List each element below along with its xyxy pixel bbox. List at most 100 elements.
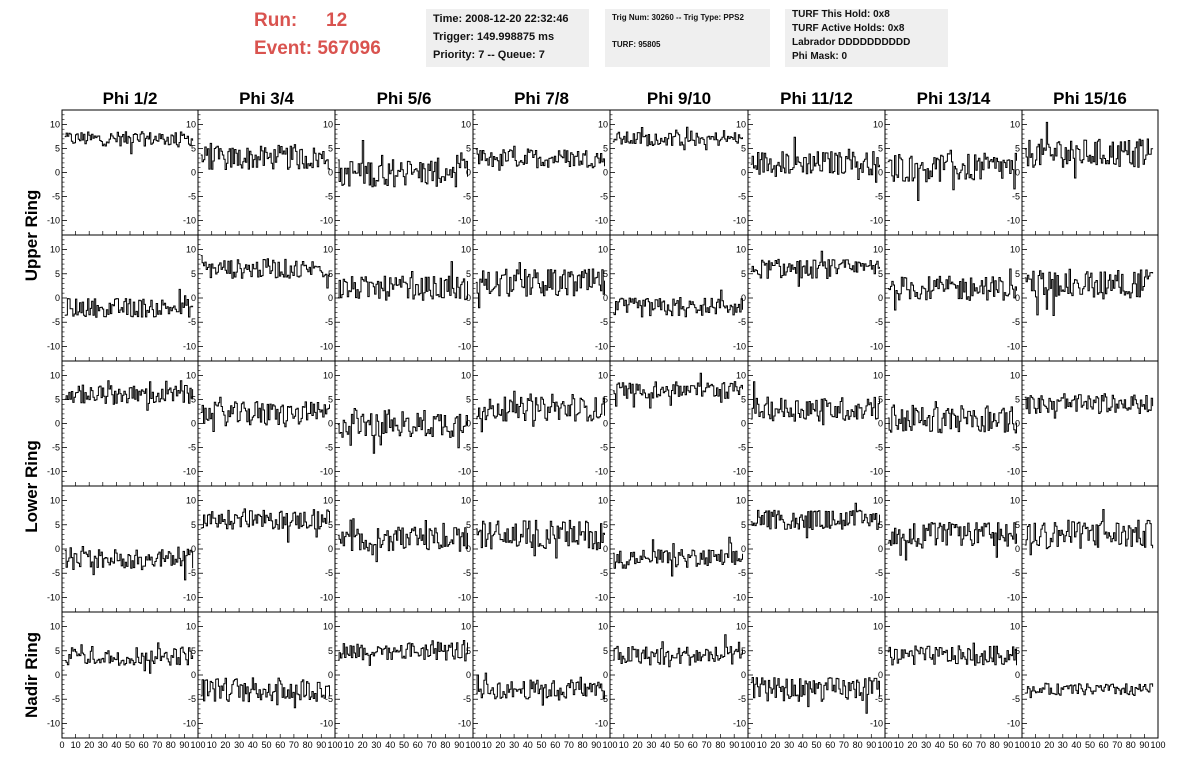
y-tick-label: -10 bbox=[320, 341, 333, 351]
y-tick-label: -5 bbox=[738, 568, 746, 578]
x-tick-label: 50 bbox=[536, 740, 546, 750]
y-tick-label: 0 bbox=[191, 293, 196, 303]
panel-frame bbox=[1021, 234, 1159, 362]
x-tick-label: 100 bbox=[1150, 740, 1165, 750]
y-tick-label: -5 bbox=[52, 443, 60, 453]
x-tick-label: 60 bbox=[688, 740, 698, 750]
x-tick-label: 70 bbox=[839, 740, 849, 750]
y-tick-label: -5 bbox=[463, 192, 471, 202]
y-tick-label: -10 bbox=[458, 718, 471, 728]
y-tick-label: -10 bbox=[870, 341, 883, 351]
panel-frame bbox=[334, 611, 474, 739]
trig-num-text: Trig Num: 30260 -- Trig Type: PPS2 bbox=[612, 13, 744, 22]
y-tick-label: 0 bbox=[191, 419, 196, 429]
waveform-trace bbox=[64, 642, 194, 674]
y-tick-label: 10 bbox=[461, 370, 471, 380]
y-tick-label: 0 bbox=[741, 544, 746, 554]
y-tick-label: -5 bbox=[188, 568, 196, 578]
y-tick-label: -5 bbox=[463, 317, 471, 327]
waveform-trace bbox=[64, 380, 194, 411]
y-tick-label: 0 bbox=[55, 293, 60, 303]
y-tick-label: -5 bbox=[738, 694, 746, 704]
y-tick-label: 5 bbox=[878, 143, 883, 153]
x-tick-label: 10 bbox=[619, 740, 629, 750]
y-tick-label: -5 bbox=[188, 192, 196, 202]
panel-frame bbox=[197, 611, 336, 739]
run-label: Run: bbox=[254, 10, 298, 31]
y-tick-label: 10 bbox=[323, 622, 333, 632]
y-tick-label: -10 bbox=[183, 592, 196, 602]
y-tick-label: -5 bbox=[1012, 443, 1020, 453]
turf-this-hold-text: TURF This Hold: 0x8 bbox=[792, 9, 890, 20]
y-tick-label: 0 bbox=[1015, 293, 1020, 303]
y-tick-label: -10 bbox=[1007, 718, 1020, 728]
x-tick-label: 100 bbox=[877, 740, 892, 750]
x-tick-label: 70 bbox=[976, 740, 986, 750]
x-tick-label: 100 bbox=[465, 740, 480, 750]
y-tick-label: 5 bbox=[878, 269, 883, 279]
panel-frame bbox=[884, 234, 1023, 362]
y-tick-label: 0 bbox=[328, 293, 333, 303]
column-header: Phi 9/10 bbox=[647, 89, 711, 108]
x-tick-label: 10 bbox=[344, 740, 354, 750]
y-tick-label: 10 bbox=[736, 245, 746, 255]
y-tick-label: 10 bbox=[186, 622, 196, 632]
waveform-trace bbox=[475, 145, 605, 171]
panel-frame bbox=[61, 360, 199, 487]
x-tick-label: 40 bbox=[385, 740, 395, 750]
y-tick-label: 10 bbox=[461, 119, 471, 129]
time-text: Time: 2008-12-20 22:32:46 bbox=[433, 13, 569, 25]
y-tick-label: 10 bbox=[598, 622, 608, 632]
y-tick-label: 5 bbox=[741, 646, 746, 656]
x-tick-label: 50 bbox=[948, 740, 958, 750]
panel-frame bbox=[472, 109, 611, 236]
y-tick-label: -10 bbox=[733, 592, 746, 602]
y-tick-label: 5 bbox=[466, 520, 471, 530]
y-tick-label: 5 bbox=[603, 143, 608, 153]
y-tick-label: 5 bbox=[191, 143, 196, 153]
y-tick-label: -5 bbox=[188, 443, 196, 453]
waveform-trace bbox=[1024, 682, 1154, 699]
y-tick-label: -5 bbox=[463, 694, 471, 704]
waveform-trace bbox=[750, 381, 880, 426]
y-tick-label: 5 bbox=[466, 143, 471, 153]
y-tick-label: -5 bbox=[52, 568, 60, 578]
x-tick-label: 70 bbox=[427, 740, 437, 750]
event-line: Event: 567096 bbox=[254, 38, 381, 60]
y-tick-label: 0 bbox=[1015, 670, 1020, 680]
trigger-text: Trigger: 149.998875 ms bbox=[433, 31, 555, 43]
waveform-trace bbox=[475, 390, 605, 433]
y-tick-label: -5 bbox=[875, 568, 883, 578]
waveform-trace bbox=[200, 508, 330, 543]
waveform-trace bbox=[200, 677, 330, 709]
x-tick-label: 0 bbox=[59, 740, 64, 750]
y-tick-label: 0 bbox=[603, 544, 608, 554]
y-tick-label: -5 bbox=[188, 317, 196, 327]
x-tick-label: 60 bbox=[413, 740, 423, 750]
panel-frame bbox=[747, 234, 886, 362]
trig-info-box: Trig Num: 30260 -- Trig Type: PPS2 TURF:… bbox=[605, 9, 770, 67]
waveform-trace bbox=[887, 642, 1017, 666]
y-tick-label: -10 bbox=[1007, 216, 1020, 226]
x-tick-label: 10 bbox=[71, 740, 81, 750]
y-tick-label: -5 bbox=[325, 317, 333, 327]
y-tick-label: -10 bbox=[458, 592, 471, 602]
y-tick-label: 5 bbox=[466, 269, 471, 279]
y-tick-label: 0 bbox=[878, 293, 883, 303]
waveform-trace bbox=[750, 250, 880, 287]
y-tick-label: 5 bbox=[191, 394, 196, 404]
x-tick-label: 10 bbox=[482, 740, 492, 750]
y-tick-label: 5 bbox=[1015, 520, 1020, 530]
y-tick-label: -10 bbox=[595, 216, 608, 226]
x-tick-label: 60 bbox=[1099, 740, 1109, 750]
y-tick-label: -5 bbox=[1012, 192, 1020, 202]
x-tick-label: 10 bbox=[757, 740, 767, 750]
y-tick-label: 0 bbox=[328, 419, 333, 429]
y-tick-label: 5 bbox=[466, 646, 471, 656]
y-tick-label: 10 bbox=[461, 496, 471, 506]
x-tick-label: 60 bbox=[962, 740, 972, 750]
y-tick-label: 0 bbox=[878, 419, 883, 429]
x-tick-label: 70 bbox=[152, 740, 162, 750]
x-tick-label: 10 bbox=[894, 740, 904, 750]
column-header: Phi 3/4 bbox=[239, 89, 294, 108]
